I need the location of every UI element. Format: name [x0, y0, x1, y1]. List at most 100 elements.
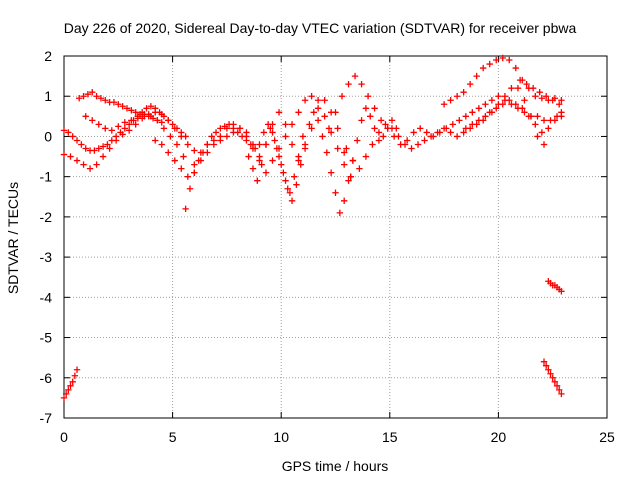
- data-point: [230, 129, 237, 136]
- data-point: [269, 121, 276, 128]
- data-point: [128, 107, 135, 114]
- data-point: [143, 105, 150, 112]
- data-point: [327, 129, 335, 136]
- data-point: [547, 370, 554, 377]
- data-point: [349, 157, 357, 164]
- data-point: [323, 149, 331, 156]
- data-point: [119, 103, 126, 110]
- data-point: [69, 133, 76, 140]
- data-point: [71, 372, 79, 379]
- data-point: [65, 129, 72, 136]
- data-point: [121, 125, 129, 132]
- data-point: [110, 99, 118, 106]
- data-point: [102, 125, 109, 132]
- data-point: [60, 127, 68, 134]
- data-point: [340, 149, 348, 156]
- data-point: [301, 141, 309, 148]
- data-point: [534, 113, 541, 120]
- data-point: [258, 161, 265, 168]
- data-point: [536, 89, 543, 96]
- data-point: [256, 141, 263, 148]
- data-point: [134, 115, 142, 122]
- data-point: [297, 161, 304, 168]
- x-tick-label: 5: [169, 429, 177, 445]
- data-point: [538, 129, 546, 136]
- data-point: [488, 97, 496, 104]
- data-point: [132, 121, 139, 128]
- data-point: [542, 93, 550, 100]
- data-point: [95, 121, 102, 128]
- data-point: [275, 109, 283, 116]
- data-point: [460, 129, 467, 136]
- data-point: [549, 374, 556, 381]
- data-point: [212, 129, 220, 136]
- y-axis-label: SDTVAR / TECUs: [5, 182, 21, 294]
- data-point: [271, 137, 278, 144]
- data-point: [169, 121, 176, 128]
- data-point: [93, 93, 100, 100]
- data-point: [362, 105, 370, 112]
- data-point: [80, 161, 87, 168]
- data-point: [380, 133, 387, 140]
- data-point: [184, 173, 192, 180]
- data-point: [523, 80, 530, 88]
- data-point: [69, 378, 76, 385]
- data-point: [80, 93, 87, 100]
- data-point: [210, 141, 218, 148]
- data-point: [495, 93, 502, 100]
- y-tick-label: -1: [40, 169, 53, 185]
- series-track-m: [516, 76, 563, 108]
- data-point: [462, 125, 470, 132]
- x-tick-label: 20: [491, 429, 507, 445]
- data-point: [356, 165, 363, 172]
- data-point: [358, 117, 365, 124]
- data-series: [60, 54, 565, 402]
- x-tick-label: 10: [273, 429, 289, 445]
- data-point: [456, 117, 463, 124]
- data-point: [82, 145, 89, 152]
- data-point: [414, 141, 422, 148]
- data-point: [558, 109, 565, 116]
- data-point: [447, 129, 454, 136]
- data-point: [191, 169, 198, 176]
- data-point: [269, 129, 276, 136]
- data-point: [314, 105, 322, 112]
- data-point: [460, 89, 467, 96]
- data-point: [221, 123, 228, 130]
- series-track-o: [545, 278, 565, 295]
- series-track-n: [60, 366, 81, 402]
- data-point: [84, 91, 92, 98]
- data-point: [73, 157, 81, 164]
- data-point: [106, 145, 113, 152]
- data-point: [332, 109, 339, 116]
- data-point: [427, 133, 435, 140]
- data-point: [423, 129, 430, 136]
- series-track-b: [60, 109, 198, 172]
- data-point: [314, 97, 322, 104]
- data-point: [440, 125, 448, 132]
- y-axis: -7 -6 -5 -4 -3 -2 -1 0 1 2: [40, 48, 607, 426]
- data-point: [236, 125, 244, 132]
- data-point: [482, 101, 489, 108]
- x-axis-label: GPS time / hours: [282, 458, 389, 474]
- data-point: [327, 169, 335, 176]
- data-point: [280, 169, 287, 176]
- data-point: [89, 89, 96, 96]
- data-point: [410, 129, 417, 136]
- data-point: [256, 153, 263, 160]
- data-point: [115, 101, 122, 108]
- data-point: [308, 93, 315, 100]
- data-point: [545, 125, 552, 132]
- data-point: [86, 165, 94, 172]
- data-point: [112, 137, 120, 144]
- data-point: [540, 358, 548, 365]
- data-point: [67, 382, 74, 390]
- data-point: [553, 382, 561, 390]
- data-point: [354, 137, 361, 144]
- data-point: [401, 141, 409, 148]
- data-point: [288, 121, 296, 128]
- data-point: [262, 169, 270, 176]
- data-point: [362, 153, 370, 160]
- data-point: [249, 165, 257, 172]
- data-point: [340, 197, 348, 204]
